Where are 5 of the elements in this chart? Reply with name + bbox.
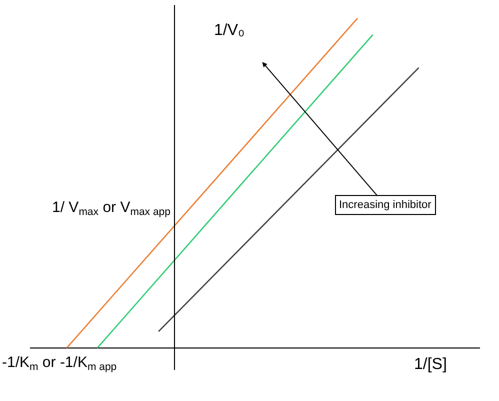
annotation: Increasing inhibitor bbox=[339, 199, 432, 211]
annotation: 1/ V$_{max}$ or V$_{max app}$ bbox=[52, 199, 171, 218]
y-axis-title: 1/V₀ bbox=[214, 22, 245, 39]
x-axis-title: 1/[S] bbox=[414, 356, 447, 373]
text: -1/K$_{m}$ or -1/K$_{m app}$ bbox=[2, 354, 117, 374]
